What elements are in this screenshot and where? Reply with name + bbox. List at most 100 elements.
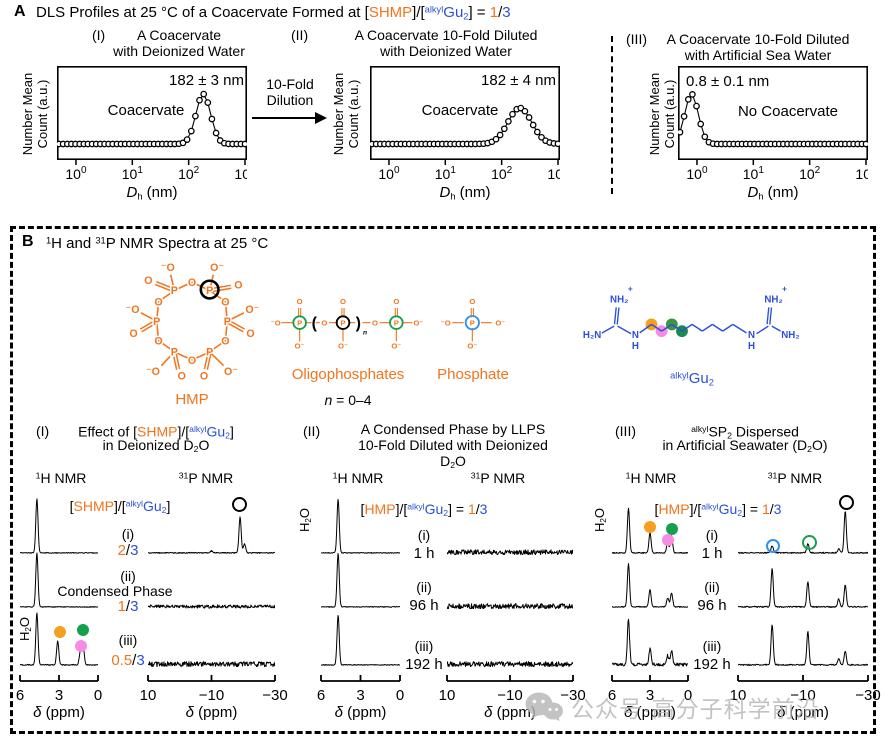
svg-text:P: P [206, 285, 213, 297]
nmr-spectrum-1h [321, 553, 400, 608]
ppm-axis-1h: 6 3 0 δ (ppm) [317, 675, 404, 720]
svg-text:−30: −30 [262, 687, 287, 704]
svg-text:P: P [206, 347, 213, 359]
hmp-label: HMP [175, 391, 209, 408]
phosphate-peak-marker [766, 539, 780, 553]
svg-text:δ (ppm): δ (ppm) [777, 704, 829, 720]
panel-a-divider [611, 36, 613, 194]
svg-text:O: O [393, 297, 399, 306]
ppm-axis-31p: 10 −10 −30 δ (ppm) [730, 675, 881, 720]
nmr-panel-title: A Condensed Phase by LLPS [360, 421, 546, 437]
svg-text:−10: −10 [199, 687, 224, 704]
row-ratio: 1/3 [117, 598, 139, 615]
row-time: 1 h [701, 545, 723, 562]
svg-text:H: H [632, 341, 639, 352]
svg-text:+: + [628, 283, 633, 293]
plot-note: Coacervate [421, 102, 499, 119]
svg-text:δ (ppm): δ (ppm) [484, 704, 536, 720]
ratio-header: [HMP]/[alkylGu2] = 1/3 [360, 501, 488, 519]
svg-text:δ (ppm): δ (ppm) [33, 704, 85, 720]
svg-text:O: O [178, 371, 186, 383]
svg-text:102: 102 [491, 165, 513, 182]
y-axis-label: Number Mean Count (a.u.) [331, 72, 361, 156]
svg-text:6: 6 [608, 687, 616, 704]
svg-text:100: 100 [378, 165, 400, 182]
ppm-axis-1h: 6 3 0 δ (ppm) [608, 675, 692, 720]
subplot-tag: (I) [92, 27, 106, 43]
ratio-header: [SHMP]/[alkylGu2] [69, 498, 171, 516]
arrow-label-2: Dilution [266, 92, 314, 108]
nmr-panel-title2: in Artificial Seawater (D2O) [662, 437, 828, 455]
n-range-label: n = 0–4 [324, 392, 372, 408]
row-time: 1 h [413, 545, 435, 562]
ratio-header: [HMP]/[alkylGu2] = 1/3 [654, 501, 782, 519]
svg-text:10: 10 [140, 687, 157, 704]
h2o-label: H2O [592, 508, 608, 532]
svg-text:O: O [154, 296, 162, 308]
row-label: (ii) [120, 568, 136, 584]
subplot-title: A Coacervate 10-Fold Diluted [354, 27, 538, 43]
svg-text:⁻O: ⁻O [161, 262, 175, 274]
svg-text:10: 10 [439, 687, 456, 704]
ch2-marker-green [77, 624, 89, 636]
watermark: 公众号·高分子科学前沿 [524, 690, 820, 724]
svg-text:NH₂: NH₂ [764, 294, 782, 305]
nmr-panel-title: Effect of [SHMP]/[alkylGu2] [78, 423, 234, 441]
svg-text:O⁻: O⁻ [413, 318, 423, 327]
dilution-arrow-icon [252, 112, 327, 124]
dls-plot-coacervate: 100 101 102 103 [57, 66, 247, 182]
svg-text:−30: −30 [560, 687, 585, 704]
svg-text:P: P [171, 347, 178, 359]
nmr-spectrum-1h [20, 612, 98, 666]
oligophosphate-peak-marker [802, 535, 817, 550]
svg-text:O⁻: O⁻ [224, 366, 238, 378]
nmr-spectrum-1h [20, 498, 98, 554]
svg-text:O: O [188, 277, 196, 289]
svg-text:(: ( [312, 315, 318, 332]
nmr-spectrum-1h [321, 615, 400, 666]
dls-plot-seawater: 100 101 102 103 [678, 66, 868, 182]
plot-note: No Coacervate [737, 103, 839, 120]
ch2-marker-orange [644, 521, 656, 533]
subplot-title2: with Deionized Water [380, 43, 512, 59]
subplot-title2: with Deionized Water [113, 43, 245, 59]
subplot-tag: (II) [291, 27, 309, 43]
svg-text:O⁻: O⁻ [338, 342, 348, 351]
nmr-spectrum-31p [738, 568, 868, 608]
nmr-spectrum-31p [738, 624, 868, 666]
nmr-spectrum-31p [148, 516, 275, 554]
nmr-spectrum-31p [738, 511, 868, 554]
svg-text:0: 0 [396, 687, 404, 704]
row-ratio: 2/3 [117, 542, 139, 559]
panel-a-label: A [14, 3, 26, 20]
svg-text:O⁻: O⁻ [495, 318, 505, 327]
h1-nmr-column-label: 1H NMR [332, 470, 384, 486]
dls-plot-diluted-water: 100 101 102 103 [370, 66, 560, 182]
panel-b-label: B [22, 233, 34, 250]
nmr-spectrum-31p [447, 549, 573, 555]
nmr-panel-title2: 10-Fold Diluted with Deionized D2O [358, 437, 548, 471]
svg-text:O: O [246, 328, 254, 340]
svg-text:P: P [171, 285, 178, 297]
phosphate-label: Phosphate [437, 366, 509, 383]
x-axis-label: Dh (nm) [126, 184, 178, 202]
nmr-spectrum-31p [148, 604, 275, 609]
svg-text:n: n [363, 330, 367, 337]
h1-nmr-column-label: 1H NMR [625, 470, 677, 486]
wechat-icon [525, 692, 563, 721]
x-axis-label: Dh (nm) [439, 184, 491, 202]
ch2-marker-orange [54, 626, 66, 638]
ppm-axis-31p: 10 −10 −30 δ (ppm) [439, 675, 586, 720]
panel-b-title: 1H and 31P NMR Spectra at 25 °C [46, 235, 269, 252]
row-time: 96 h [697, 597, 727, 614]
x-axis-label: Dh (nm) [747, 184, 799, 202]
svg-text:δ (ppm): δ (ppm) [624, 704, 676, 720]
nmr-spectrum-31p [447, 603, 573, 609]
svg-text:O: O [188, 355, 196, 367]
subplot-title2: with Artificial Sea Water [684, 47, 832, 63]
svg-text:6: 6 [317, 687, 325, 704]
svg-text:103: 103 [855, 165, 868, 182]
